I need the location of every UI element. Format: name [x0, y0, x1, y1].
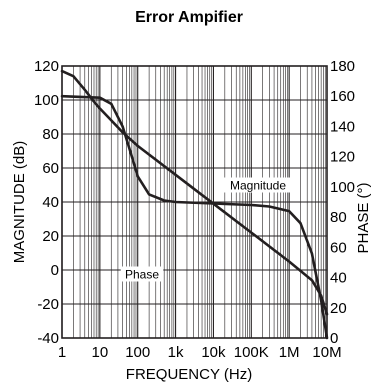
x-tick-label: 100: [125, 344, 150, 361]
grid: [61, 65, 327, 339]
y2-tick-label: 100: [330, 179, 355, 196]
chart-title: Error Ampifier: [135, 9, 243, 26]
x-tick-label: 1k: [168, 344, 184, 361]
y2-tick-label: 20: [330, 300, 347, 317]
annotations: Magnitude Phase: [120, 177, 294, 282]
y2-tick-label: 160: [330, 88, 355, 105]
x-tick-label: 10M: [312, 344, 341, 361]
plot-frame: [61, 65, 328, 339]
x-tick-label: 100K: [234, 344, 269, 361]
y-tick-label: 40: [42, 194, 59, 211]
y-tick-label: -20: [37, 296, 59, 313]
y2-tick-label: 140: [330, 118, 355, 135]
series-magnitude-line: [60, 69, 329, 316]
x-tick-label: 1: [58, 344, 66, 361]
y-tick-label: 80: [42, 126, 59, 143]
y-tick-label: 0: [51, 262, 59, 279]
annotation-phase: Phase: [125, 268, 159, 282]
annotation-bg: [120, 266, 164, 282]
y-tick-label: 100: [34, 92, 59, 109]
x-tick-label: 1M: [279, 344, 300, 361]
y-axis-label: MAGNITUDE (dB): [11, 141, 28, 264]
y2-tick-label: 120: [330, 149, 355, 166]
tick-labels: 1 10 100 1k 10k 100K 1M 10M 120 100 80 60 40 20 0 -20 -4…: [34, 58, 355, 361]
annotation-magnitude: Magnitude: [230, 179, 286, 193]
y-tick-label: -40: [37, 330, 59, 347]
x-tick-label: 10: [92, 344, 109, 361]
y-tick-label: 120: [34, 58, 59, 75]
y2-tick-label: 40: [330, 270, 347, 287]
annotation-bg: [222, 177, 294, 193]
y2-tick-label: 60: [330, 239, 347, 256]
y2-tick-label: 80: [330, 209, 347, 226]
y-tick-label: 20: [42, 228, 59, 245]
y2-tick-label: 180: [330, 58, 355, 75]
curves: [60, 69, 329, 340]
y2-tick-label: 0: [330, 330, 338, 347]
x-tick-label: 10k: [201, 344, 226, 361]
x-axis-label: FREQUENCY (Hz): [126, 366, 252, 383]
y-tick-label: 60: [42, 160, 59, 177]
y2-axis-label: PHASE (°): [355, 182, 372, 253]
series-phase-line: [60, 94, 329, 340]
